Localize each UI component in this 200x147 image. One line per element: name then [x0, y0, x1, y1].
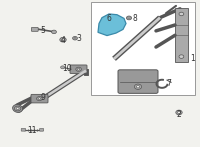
Circle shape	[126, 16, 132, 20]
FancyBboxPatch shape	[91, 2, 195, 95]
Circle shape	[61, 66, 65, 69]
Circle shape	[38, 98, 41, 100]
Text: 6: 6	[107, 14, 111, 23]
Ellipse shape	[13, 105, 23, 112]
FancyBboxPatch shape	[40, 128, 44, 131]
FancyBboxPatch shape	[118, 70, 158, 93]
Text: 3: 3	[77, 34, 81, 44]
Circle shape	[74, 37, 76, 39]
Circle shape	[176, 110, 182, 115]
Text: 7: 7	[167, 78, 171, 88]
Circle shape	[37, 97, 42, 101]
Circle shape	[136, 86, 140, 88]
Circle shape	[76, 67, 81, 71]
Circle shape	[16, 107, 19, 110]
Polygon shape	[98, 14, 126, 36]
FancyBboxPatch shape	[21, 128, 26, 131]
Text: 1: 1	[191, 54, 195, 63]
Circle shape	[60, 37, 66, 42]
Text: 2: 2	[177, 110, 181, 119]
Text: 4: 4	[61, 36, 65, 45]
Circle shape	[77, 68, 80, 70]
Circle shape	[14, 106, 21, 111]
Text: 9: 9	[41, 93, 45, 102]
Circle shape	[52, 30, 56, 34]
Circle shape	[134, 84, 142, 89]
Text: 5: 5	[41, 26, 45, 35]
Circle shape	[179, 55, 184, 58]
Polygon shape	[175, 8, 188, 62]
Text: 8: 8	[133, 14, 137, 23]
Text: 11: 11	[27, 126, 37, 135]
Circle shape	[62, 39, 64, 41]
Circle shape	[178, 111, 180, 113]
FancyBboxPatch shape	[31, 94, 48, 103]
Circle shape	[73, 36, 77, 40]
Circle shape	[179, 12, 184, 16]
Text: 10: 10	[62, 64, 72, 73]
Circle shape	[128, 17, 130, 19]
FancyBboxPatch shape	[70, 65, 87, 74]
FancyBboxPatch shape	[31, 27, 38, 31]
